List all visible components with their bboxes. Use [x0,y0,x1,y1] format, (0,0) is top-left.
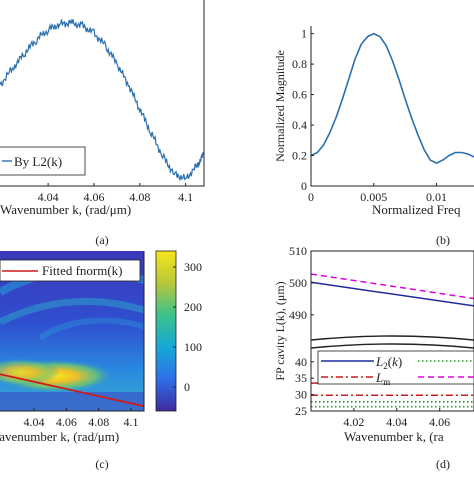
panel-d-y-tick-label: 510 [289,244,307,258]
caption-d: (d) [436,457,450,471]
panel-d-series-line-1 [311,273,474,300]
panel-d-y-tick-label: 500 [289,276,307,290]
panel-d-y-ticks: 510 500 490 40 35 30 25 [289,244,314,418]
panel-c-colorbar-tick-label: 300 [184,260,202,274]
panel-d-break-upper [310,335,474,341]
panel-d-x-tick-label: 4.04 [386,415,407,429]
panel-c-x-ticks: 4.04 4.06 4.08 4.1 [23,408,139,429]
panel-d-y-tick-label: 490 [289,308,307,322]
caption-b: (b) [436,233,450,247]
panel-a-legend: By L2(k) [0,146,86,176]
panel-b-y-tick-label: 0.8 [292,57,307,71]
panel-a-x-tick-label: 4.04 [38,190,59,204]
panel-b-x-tick-label: 0.005 [360,190,387,204]
panel-c-colorbar [155,250,177,412]
panel-b-y-tick-label: 1 [301,27,307,41]
panel-d-break-lower [310,343,474,349]
panel-d-legend-label-1: Lm [375,370,390,387]
panel-c-colorbar-tick-label: 200 [184,300,202,314]
panel-d-y-tick-label: 30 [295,388,307,402]
panel-d-legend-label-0: L2(k) [375,354,402,371]
panel-b-ylabel: Normalized Magnitude [273,50,287,162]
panel-b-y-tick-label: 0.2 [292,149,307,163]
panel-a-series-line [0,18,204,181]
panel-b-x-tick-label: 0 [308,190,314,204]
panel-c-x-tick-label: 4.08 [88,415,109,429]
caption-c: (c) [95,457,108,471]
panel-c-colorbar-ticks: 300 200 100 0 [173,260,202,394]
panel-c-legend-label: Fitted fnorm(k) [42,263,123,278]
panel-a-x-tick-label: 4.06 [83,190,104,204]
panel-b-y-tick-label: 0.4 [292,118,307,132]
panel-d-series-line-0 [311,281,474,307]
panel-a: 4.04 4.06 4.08 4.1 Wavenumber k, (rad/μm) B… [0,0,205,247]
panel-c-x-tick-label: 4.1 [124,415,139,429]
panel-b-axes [310,26,474,187]
panel-c: 4.04 4.06 4.08 4.1 Fitted fnorm(k) 300 200 10… [0,250,202,471]
panel-d-axes [310,250,474,412]
panel-c-colorbar-tick-label: 0 [184,380,190,394]
panel-d-y-tick-label: 40 [295,355,307,369]
panel-d-xlabel: Wavenumber k, (ra [344,429,444,444]
panel-c-axes [0,251,145,412]
panel-d-x-tick-label: 4.06 [429,415,450,429]
panel-b-xlabel: Normalized Freq [372,202,461,217]
panel-c-legend: Fitted fnorm(k) [0,259,141,282]
panel-c-colorbar-tick-label: 100 [184,340,202,354]
panel-c-fitted-line [0,373,145,408]
caption-a: (a) [95,233,108,247]
panel-a-x-ticks: 4.04 4.06 4.08 4.1 [38,183,193,204]
panel-b: 0 0.2 0.4 0.6 0.8 1 0 0.005 0.01 Normalized Mag… [273,26,474,247]
panel-c-x-tick-label: 4.06 [56,415,77,429]
panel-d-ylabel: FP cavity L(k), (μm) [273,281,287,380]
panel-a-legend-label: By L2(k) [14,154,62,169]
panel-a-x-tick-label: 4.1 [178,190,193,204]
panel-b-x-ticks: 0 0.005 0.01 [308,183,447,204]
panel-a-x-tick-label: 4.08 [129,190,150,204]
panel-d-legend: L2(k) Lm [317,350,474,387]
panel-b-y-tick-label: 0 [301,179,307,193]
panel-d-y-tick-label: 35 [295,371,307,385]
panel-d-x-tick-label: 4.02 [343,415,364,429]
panel-d-y-tick-label: 25 [295,404,307,418]
panel-a-xlabel: Wavenumber k, (rad/μm) [0,202,131,217]
panel-d-x-ticks: 4.02 4.04 4.06 [343,408,450,429]
panel-d-series [311,273,474,408]
panel-b-y-tick-label: 0.6 [292,88,307,102]
panel-c-x-tick-label: 4.04 [23,415,44,429]
panel-a-axes [0,0,205,187]
panel-b-x-tick-label: 0.01 [426,190,447,204]
panel-b-series-line [311,32,474,164]
panel-c-xlabel: Wavenumber k, (rad/μm) [0,429,119,444]
panel-b-y-ticks: 0 0.2 0.4 0.6 0.8 1 [292,27,314,193]
